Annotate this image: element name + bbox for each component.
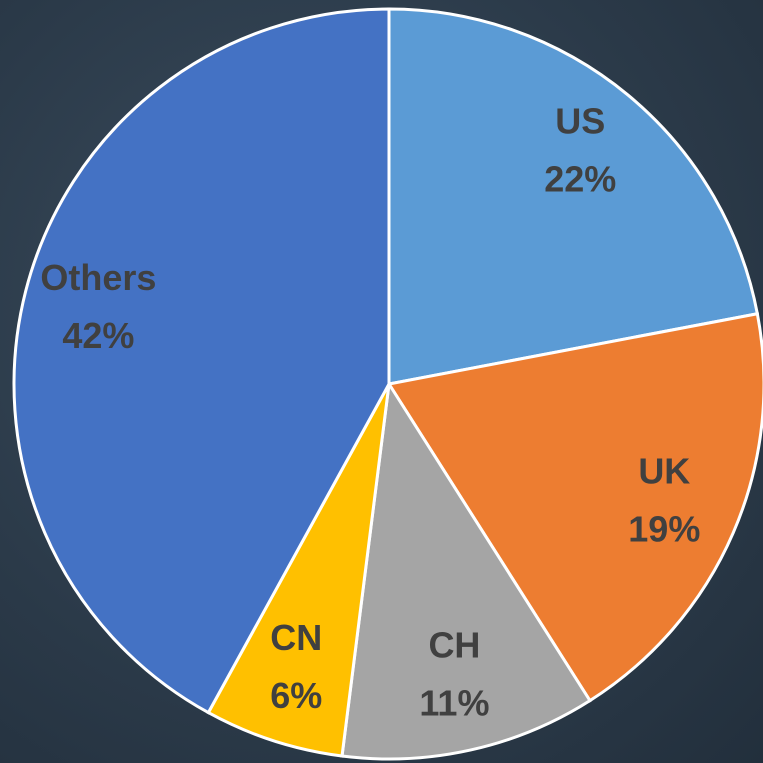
- slice-category-label: CN: [270, 617, 322, 658]
- slice-value-label: 42%: [62, 315, 134, 356]
- slice-category-label: CH: [428, 624, 480, 665]
- pie-slice: [340, 379, 593, 761]
- slice-category-label: UK: [638, 451, 690, 492]
- slice-category-label: US: [555, 100, 605, 141]
- slice-category-label: Others: [40, 257, 156, 298]
- slice-value-label: 11%: [419, 682, 489, 723]
- pie-slice: [387, 7, 760, 386]
- pie-slice: [386, 311, 763, 703]
- slice-value-label: 22%: [544, 158, 616, 199]
- pie-slice: [206, 383, 391, 758]
- slice-value-label: 19%: [628, 509, 700, 550]
- slice-value-label: 6%: [270, 675, 322, 716]
- pie-slice: [12, 7, 391, 715]
